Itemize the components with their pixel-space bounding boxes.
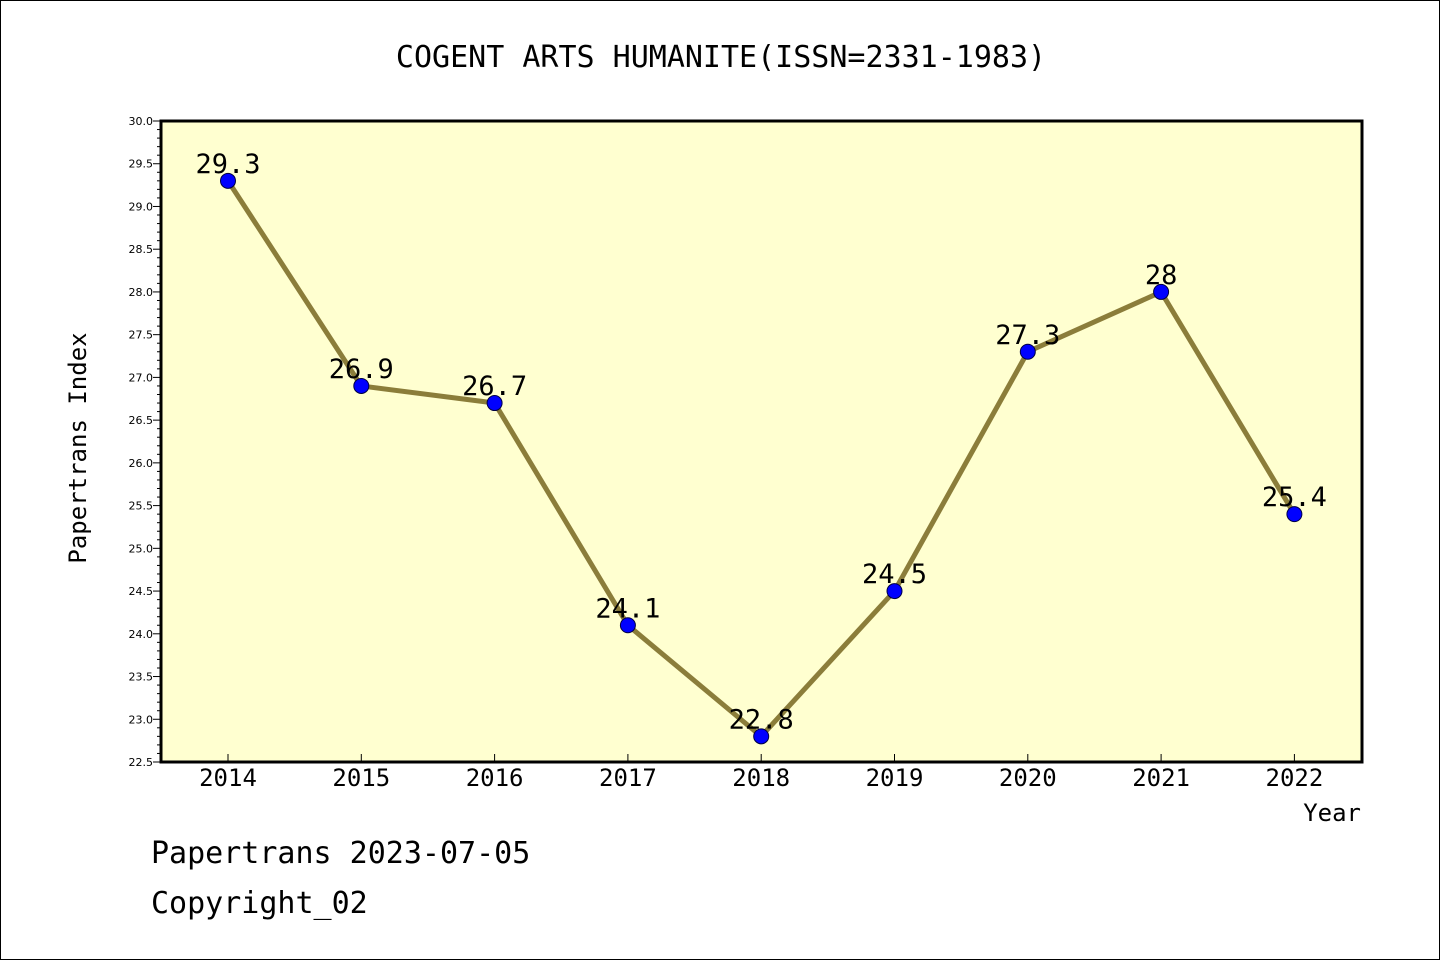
x-tick-label: 2020 xyxy=(999,764,1057,792)
x-tick-label: 2019 xyxy=(866,764,924,792)
x-axis: 2014 2015 2016 2017 2018 2019 2020 2021 2022 xyxy=(199,754,1323,792)
data-label: 26.7 xyxy=(462,371,527,402)
data-point xyxy=(220,172,236,189)
data-label: 22.8 xyxy=(729,704,794,735)
x-tick-label: 2014 xyxy=(199,764,257,792)
data-label: 27.3 xyxy=(995,320,1060,351)
data-label: 24.5 xyxy=(862,559,927,590)
y-tick-label: 27.5 xyxy=(129,329,154,342)
y-tick-label: 29.0 xyxy=(129,200,154,213)
y-tick-label: 30.0 xyxy=(129,115,154,128)
data-point xyxy=(886,583,903,600)
plot-area xyxy=(159,119,1364,764)
data-point xyxy=(753,728,770,745)
y-tick-label: 28.5 xyxy=(129,243,154,256)
x-tick-label: 2017 xyxy=(599,764,657,792)
data-label: 24.1 xyxy=(595,593,660,624)
y-axis: 22.5 23.0 23.5 24.0 24.5 25.0 25.5 26.0 26.5 27.0… xyxy=(129,115,161,769)
y-tick-label: 27.0 xyxy=(129,371,154,384)
footer-copyright: Copyright_02 xyxy=(151,886,368,921)
x-axis-label: Year xyxy=(1303,799,1361,827)
y-tick-label: 24.5 xyxy=(129,585,154,598)
y-tick-label: 26.5 xyxy=(129,414,154,427)
y-tick-label: 28.0 xyxy=(129,286,154,299)
y-tick-label: 25.5 xyxy=(129,500,154,513)
data-point xyxy=(486,395,503,412)
y-tick-label: 23.5 xyxy=(129,671,154,684)
y-tick-label: 23.0 xyxy=(129,713,154,726)
data-label: 26.9 xyxy=(329,354,394,385)
chart-title: COGENT ARTS HUMANITE(ISSN=2331-1983) xyxy=(396,40,1046,75)
x-tick-label: 2022 xyxy=(1266,764,1324,792)
y-tick-label: 22.5 xyxy=(129,756,154,769)
data-label: 28 xyxy=(1145,260,1178,291)
x-tick-label: 2016 xyxy=(466,764,524,792)
data-point xyxy=(1153,283,1170,300)
x-tick-label: 2021 xyxy=(1132,764,1190,792)
y-tick-label: 25.0 xyxy=(129,542,154,555)
y-tick-label: 29.5 xyxy=(129,158,154,171)
data-point xyxy=(1286,506,1303,523)
data-point xyxy=(353,377,370,394)
series-line-group: 29.3 26.9 26.7 24.1 22.8 24.5 27.3 28 25.4 xyxy=(195,149,1327,745)
y-tick-label: 26.0 xyxy=(129,457,154,470)
data-label: 29.3 xyxy=(195,149,260,180)
x-tick-label: 2015 xyxy=(332,764,390,792)
data-label: 25.4 xyxy=(1262,482,1327,513)
data-point xyxy=(1019,343,1036,360)
y-axis-label: Papertrans Index xyxy=(64,332,92,563)
data-point xyxy=(619,617,636,634)
footer-source: Papertrans 2023-07-05 xyxy=(151,836,531,871)
x-tick-label: 2018 xyxy=(732,764,790,792)
y-tick-label: 24.0 xyxy=(129,628,154,641)
